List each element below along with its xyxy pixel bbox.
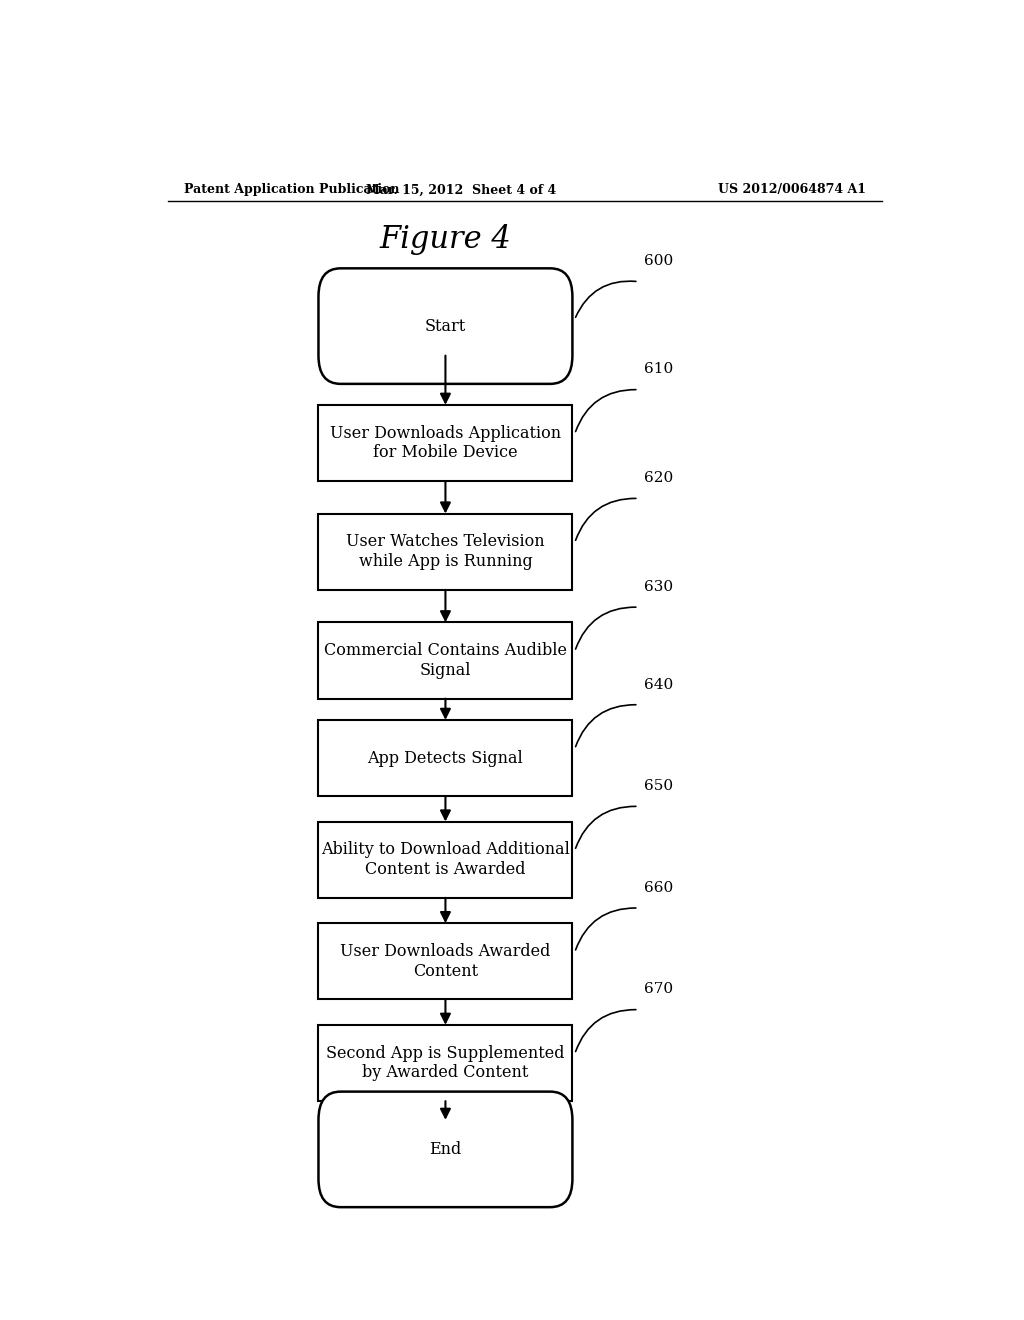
FancyBboxPatch shape (318, 821, 572, 898)
Text: App Detects Signal: App Detects Signal (368, 750, 523, 767)
Text: Mar. 15, 2012  Sheet 4 of 4: Mar. 15, 2012 Sheet 4 of 4 (367, 183, 556, 197)
Text: End: End (429, 1140, 462, 1158)
FancyBboxPatch shape (318, 923, 572, 999)
Text: US 2012/0064874 A1: US 2012/0064874 A1 (718, 183, 866, 197)
Text: 670: 670 (644, 982, 673, 997)
Text: Second App is Supplemented
by Awarded Content: Second App is Supplemented by Awarded Co… (327, 1044, 564, 1081)
Text: User Watches Television
while App is Running: User Watches Television while App is Run… (346, 533, 545, 570)
Text: Patent Application Publication: Patent Application Publication (183, 183, 399, 197)
Text: 620: 620 (644, 471, 673, 486)
Text: User Downloads Application
for Mobile Device: User Downloads Application for Mobile De… (330, 425, 561, 461)
Text: User Downloads Awarded
Content: User Downloads Awarded Content (340, 942, 551, 979)
Text: Start: Start (425, 318, 466, 334)
Text: 660: 660 (644, 880, 673, 895)
FancyBboxPatch shape (318, 1092, 572, 1208)
FancyBboxPatch shape (318, 719, 572, 796)
Text: Ability to Download Additional
Content is Awarded: Ability to Download Additional Content i… (321, 841, 570, 878)
Text: 630: 630 (644, 579, 673, 594)
FancyBboxPatch shape (318, 623, 572, 698)
FancyBboxPatch shape (318, 268, 572, 384)
Text: 650: 650 (644, 779, 673, 793)
FancyBboxPatch shape (318, 1024, 572, 1101)
FancyBboxPatch shape (318, 513, 572, 590)
Text: 600: 600 (644, 255, 673, 268)
Text: Commercial Contains Audible
Signal: Commercial Contains Audible Signal (324, 643, 567, 678)
Text: 640: 640 (644, 677, 673, 692)
Text: 610: 610 (644, 363, 673, 376)
FancyBboxPatch shape (318, 405, 572, 480)
Text: Figure 4: Figure 4 (380, 224, 511, 255)
